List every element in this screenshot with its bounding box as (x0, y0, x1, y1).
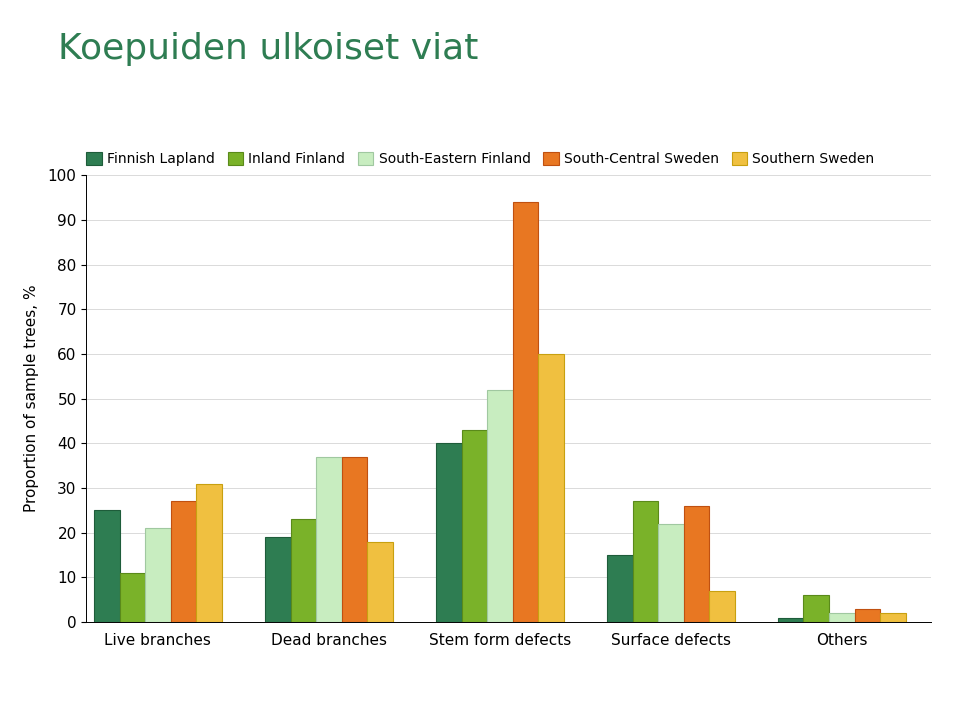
Text: 7: 7 (476, 689, 484, 702)
Bar (778, 618, 804, 622)
Bar (607, 555, 633, 622)
Bar (291, 519, 316, 622)
Bar (633, 501, 658, 622)
Bar (342, 457, 368, 622)
Bar (513, 202, 539, 622)
Bar (145, 528, 171, 622)
Bar (854, 608, 880, 622)
Bar (487, 390, 513, 622)
Bar (658, 523, 684, 622)
Bar (171, 501, 196, 622)
Y-axis label: Proportion of sample trees, %: Proportion of sample trees, % (24, 285, 39, 513)
Text: 4.5.2007: 4.5.2007 (19, 689, 75, 702)
Text: METLA: METLA (852, 686, 931, 704)
Bar (462, 430, 487, 622)
Bar (684, 506, 709, 622)
Bar (539, 354, 564, 622)
Bar (196, 483, 222, 622)
Bar (316, 457, 342, 622)
Bar (265, 537, 291, 622)
Bar (880, 613, 905, 622)
Bar (436, 443, 462, 622)
Bar (829, 613, 854, 622)
Bar (120, 573, 145, 622)
Text: Koepuiden ulkoiset viat: Koepuiden ulkoiset viat (58, 32, 478, 66)
Bar (804, 595, 829, 622)
Bar (368, 542, 393, 622)
Bar (94, 511, 120, 622)
Legend: Finnish Lapland, Inland Finland, South-Eastern Finland, South-Central Sweden, So: Finnish Lapland, Inland Finland, South-E… (86, 152, 875, 166)
Bar (709, 591, 734, 622)
